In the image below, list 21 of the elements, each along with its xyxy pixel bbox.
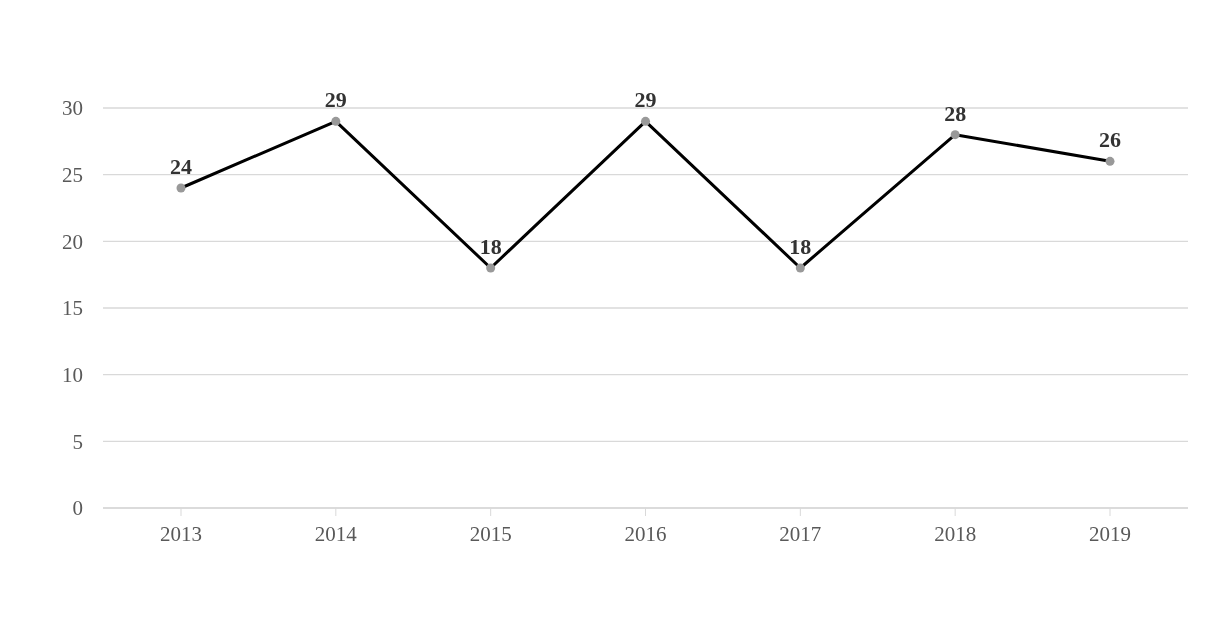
data-label: 29: [324, 87, 347, 113]
data-label: 26: [1099, 127, 1121, 153]
y-tick-label: 10: [62, 363, 83, 388]
y-tick-label: 20: [62, 229, 83, 254]
x-tick-label: 2013: [160, 521, 202, 546]
y-tick-label: 5: [72, 429, 83, 454]
data-label: 18: [479, 234, 502, 259]
data-label: 18: [789, 234, 812, 259]
x-tick-label: 2017: [779, 521, 822, 546]
data-label: 29: [634, 87, 657, 113]
x-tick-label: 2015: [469, 521, 512, 546]
y-tick-label: 30: [62, 96, 83, 121]
x-tick-label: 2016: [624, 521, 667, 546]
y-tick-label: 25: [62, 163, 83, 188]
x-tick-label: 2018: [934, 521, 977, 546]
x-tick-label: 2019: [1089, 521, 1131, 546]
y-tick-label: 0: [72, 496, 83, 521]
data-label: 24: [170, 154, 192, 179]
x-tick-label: 2014: [314, 521, 358, 546]
y-tick-label: 15: [62, 296, 83, 321]
data-label: 28: [944, 100, 967, 126]
